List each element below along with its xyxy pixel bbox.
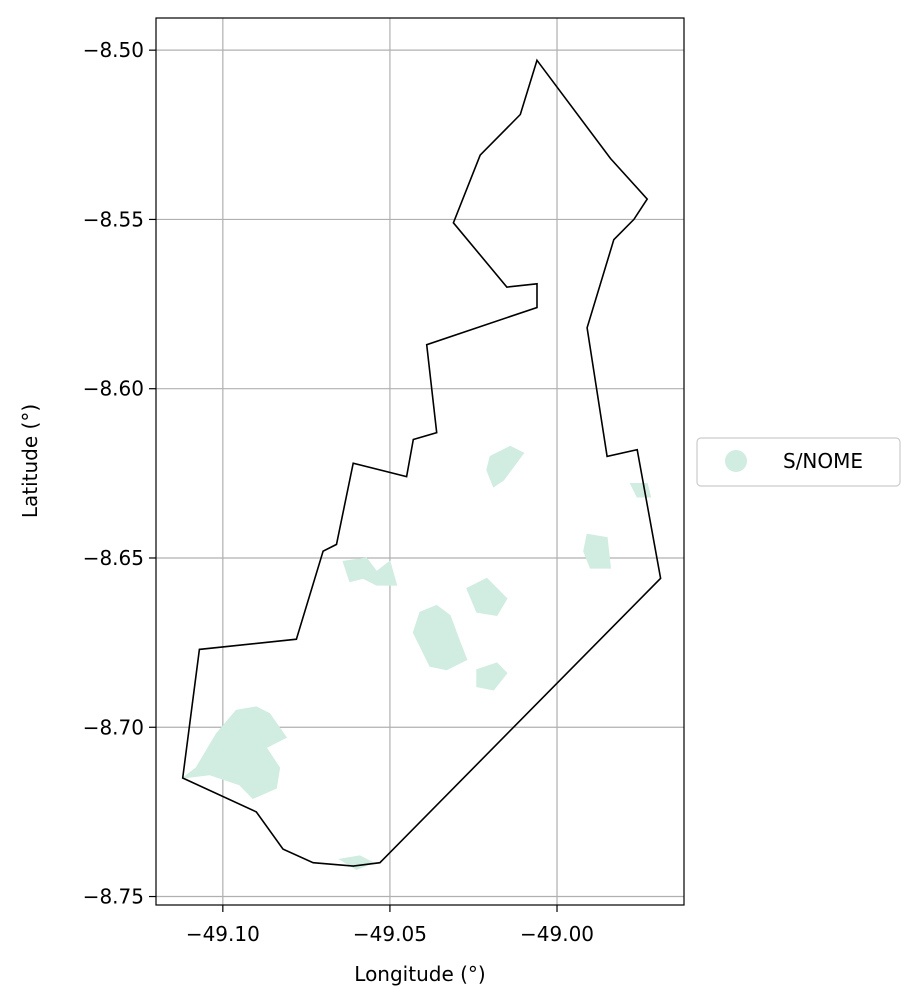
region-s-nome [180, 706, 288, 799]
region-s-nome [466, 577, 508, 617]
y-tick-label: −8.70 [83, 715, 144, 739]
region-s-nome [338, 855, 375, 871]
y-tick-label: −8.50 [83, 38, 144, 62]
y-tick-label: −8.60 [83, 377, 144, 401]
plot-frame [155, 17, 685, 906]
region-s-nome [476, 662, 508, 691]
x-ticks: −49.10 −49.05 −49.00 [186, 905, 594, 946]
legend-label: S/NOME [783, 449, 863, 473]
legend-marker [725, 450, 747, 472]
legend: S/NOME [696, 437, 901, 487]
region-s-nome [629, 483, 652, 498]
region-s-nome [342, 557, 398, 586]
y-tick-label: −8.55 [83, 207, 144, 231]
legend-frame [696, 437, 901, 487]
regions-layer [180, 445, 652, 871]
region-s-nome [486, 445, 525, 488]
y-axis-label: Latitude (°) [18, 404, 42, 518]
municipality-boundary [181, 58, 662, 867]
region-s-nome [583, 533, 612, 569]
x-axis-label: Longitude (°) [354, 962, 485, 986]
x-tick-label: −49.00 [520, 922, 594, 946]
y-tick-label: −8.65 [83, 546, 144, 570]
region-s-nome [412, 604, 468, 671]
y-ticks: −8.50 −8.55 −8.60 −8.65 −8.70 −8.75 [83, 38, 156, 909]
x-tick-label: −49.10 [186, 922, 260, 946]
y-tick-label: −8.75 [83, 885, 144, 909]
x-tick-label: −49.05 [353, 922, 427, 946]
